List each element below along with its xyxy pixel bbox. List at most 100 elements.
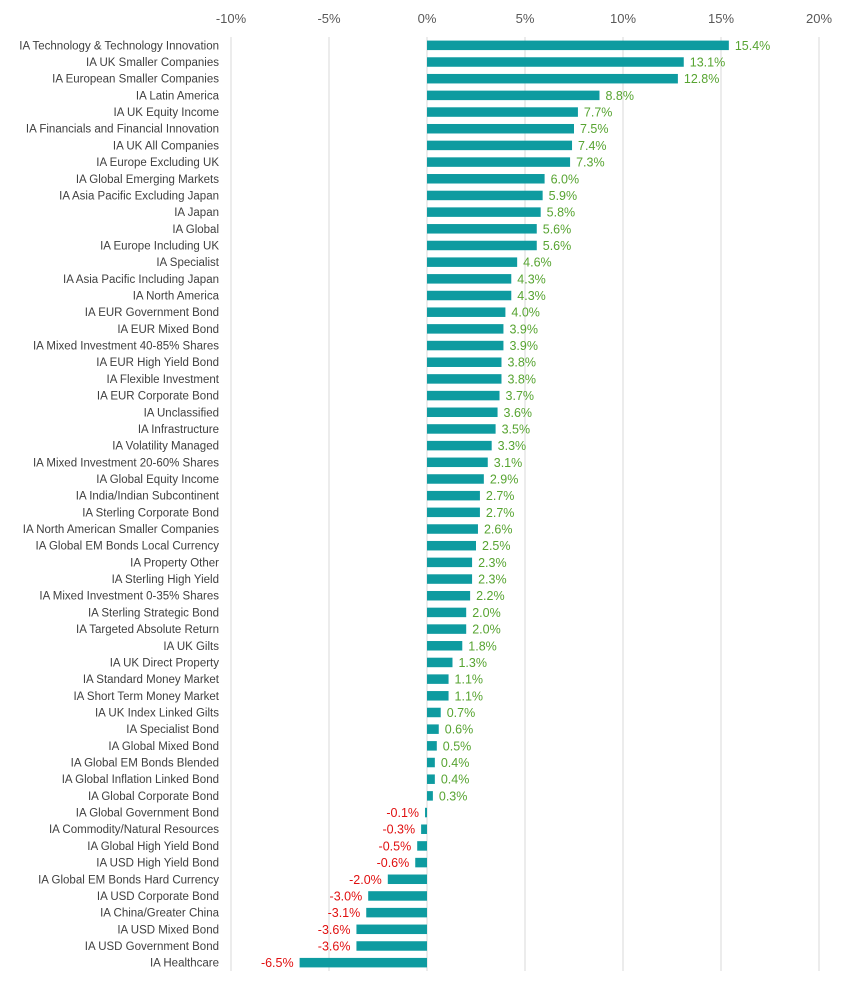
data-label: 3.9%: [509, 322, 538, 336]
data-label: 0.7%: [447, 706, 476, 720]
data-label: 2.0%: [472, 606, 501, 620]
category-label: IA USD High Yield Bond: [96, 858, 219, 870]
bar: [427, 674, 449, 684]
bar: [427, 90, 600, 101]
category-label: IA Europe Including UK: [100, 240, 219, 252]
data-label: 2.3%: [478, 573, 507, 587]
bar: [427, 324, 504, 334]
category-label: IA UK Gilts: [163, 641, 219, 653]
data-label: 3.8%: [507, 372, 535, 386]
category-label: IA Global High Yield Bond: [87, 841, 219, 853]
bar: [427, 140, 573, 151]
data-label: 4.3%: [517, 272, 546, 286]
category-label: IA UK Equity Income: [114, 107, 219, 119]
bar: [427, 174, 545, 184]
bar: [387, 874, 427, 885]
data-label: 3.5%: [502, 422, 530, 436]
category-label: IA India/Indian Subcontinent: [76, 491, 220, 503]
category-label: IA Asia Pacific Excluding Japan: [59, 190, 219, 202]
category-label: IA Global EM Bonds Hard Currency: [38, 874, 219, 886]
category-label: IA European Smaller Companies: [52, 74, 219, 86]
data-label: 2.7%: [486, 506, 515, 520]
bar: [368, 891, 427, 901]
category-label: IA Commodity/Natural Resources: [49, 824, 219, 836]
data-label: 5.6%: [543, 222, 572, 236]
data-label: 2.3%: [478, 556, 507, 570]
bar: [415, 857, 427, 868]
category-label: IA EUR Corporate Bond: [97, 391, 219, 403]
bar: [427, 340, 504, 351]
category-label: IA Global: [172, 224, 219, 236]
category-label: IA Mixed Investment 20-60% Shares: [33, 457, 219, 469]
bar: [427, 657, 453, 668]
data-label: 4.3%: [517, 289, 546, 303]
bar: [427, 641, 463, 651]
x-tick-label: 0%: [418, 11, 437, 26]
data-label: 3.6%: [504, 406, 533, 420]
category-label: IA Infrastructure: [138, 424, 219, 436]
category-label: IA North American Smaller Companies: [23, 524, 219, 536]
data-label: 5.8%: [547, 206, 576, 220]
data-label: 2.6%: [484, 523, 512, 537]
data-label: 8.8%: [605, 89, 634, 103]
data-label: 3.1%: [494, 456, 523, 470]
bar: [427, 307, 506, 317]
bar: [427, 607, 467, 618]
bar: [427, 540, 476, 551]
bar: [427, 257, 518, 267]
bar: [427, 724, 439, 734]
bar: [427, 123, 574, 134]
category-label: IA China/Greater China: [100, 908, 220, 920]
category-label: IA Property Other: [130, 557, 219, 569]
data-label: 2.9%: [490, 472, 518, 486]
data-label: -3.0%: [330, 889, 363, 903]
category-label: IA Sterling Strategic Bond: [88, 607, 219, 619]
bar: [427, 274, 512, 284]
bar: [427, 407, 498, 418]
data-label: -6.5%: [261, 956, 294, 970]
category-label: IA Global EM Bonds Blended: [71, 758, 219, 770]
bar: [427, 474, 484, 484]
data-label: 3.8%: [507, 356, 535, 370]
bar: [427, 691, 449, 701]
bar: [299, 957, 427, 968]
bar: [427, 624, 467, 634]
x-tick-label: -5%: [317, 11, 341, 26]
data-label: 0.4%: [441, 756, 470, 770]
data-label: 3.7%: [506, 389, 535, 403]
category-label: IA UK Smaller Companies: [86, 57, 219, 69]
bar: [427, 240, 537, 251]
bar: [427, 557, 473, 568]
category-label: IA Sterling High Yield: [112, 574, 219, 586]
bar: [425, 807, 427, 818]
category-label: IA Mixed Investment 40-85% Shares: [33, 341, 219, 353]
bar: [427, 791, 433, 801]
category-label: IA Technology & Technology Innovation: [19, 40, 219, 52]
x-tick-label: 10%: [610, 11, 636, 26]
data-label: 1.1%: [455, 673, 484, 687]
category-label: IA Global Emerging Markets: [76, 174, 219, 186]
category-label: IA UK Index Linked Gilts: [95, 707, 219, 719]
category-label: IA UK Direct Property: [110, 657, 220, 669]
category-label: IA Global Government Bond: [76, 808, 219, 820]
bar: [427, 157, 571, 167]
bar: [427, 507, 480, 518]
data-label: -2.0%: [349, 873, 382, 887]
bar: [427, 40, 729, 51]
bar: [356, 941, 427, 951]
bar: [427, 774, 435, 784]
category-label: IA Sterling Corporate Bond: [82, 507, 219, 519]
bar: [427, 757, 435, 768]
bar: [427, 207, 541, 217]
bar: [356, 924, 427, 935]
category-label: IA USD Mixed Bond: [117, 924, 219, 936]
data-label: 3.3%: [498, 439, 527, 453]
data-label: 13.1%: [690, 56, 725, 70]
category-label: IA Japan: [174, 207, 219, 219]
bar: [427, 290, 512, 301]
data-label: 7.5%: [580, 122, 609, 136]
category-label: IA Healthcare: [150, 958, 219, 970]
category-label: IA Flexible Investment: [107, 374, 220, 386]
data-label: 1.8%: [468, 639, 497, 653]
